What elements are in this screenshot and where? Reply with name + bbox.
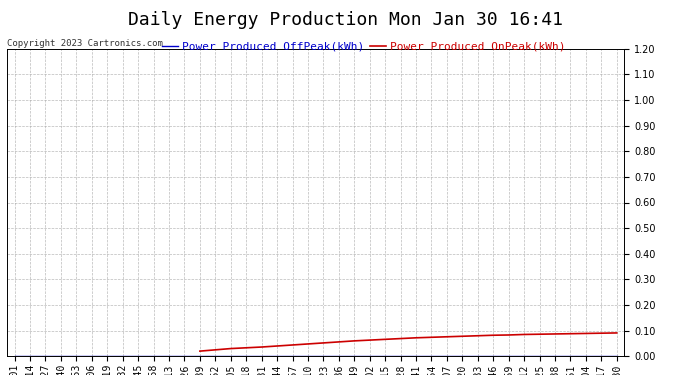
- Text: Daily Energy Production Mon Jan 30 16:41: Daily Energy Production Mon Jan 30 16:41: [128, 11, 562, 29]
- Legend: Power Produced OffPeak(kWh), Power Produced OnPeak(kWh): Power Produced OffPeak(kWh), Power Produ…: [157, 38, 569, 56]
- Text: Copyright 2023 Cartronics.com: Copyright 2023 Cartronics.com: [7, 39, 163, 48]
